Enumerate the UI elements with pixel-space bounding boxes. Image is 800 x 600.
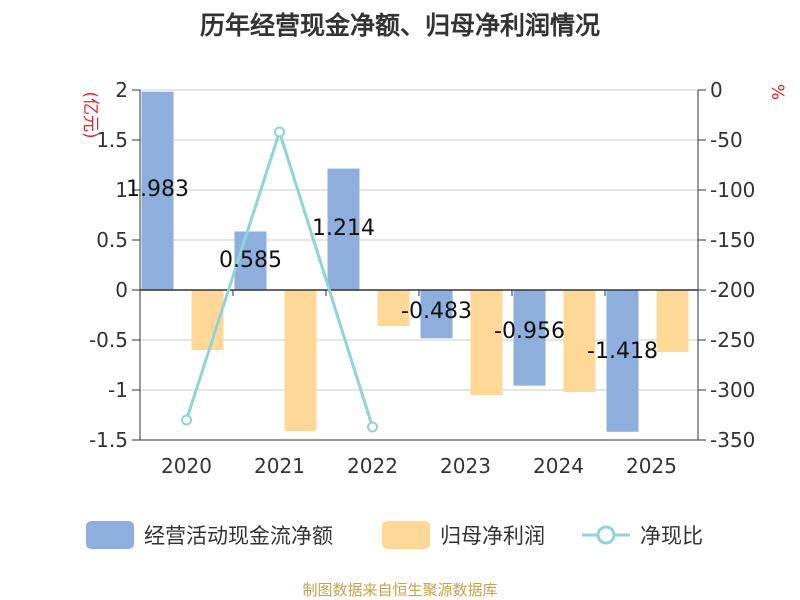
y-left-tick-label: -0.5 [89, 328, 128, 352]
legend-label-cash: 经营活动现金流净额 [144, 524, 333, 548]
ratio-line [181, 126, 378, 433]
y-right-tick-label: -300 [710, 378, 755, 402]
bar-cash [234, 231, 267, 290]
y-right-tick-label: -200 [710, 278, 755, 302]
legend-swatch-cash [86, 521, 134, 549]
legend-item-cash[interactable]: 经营活动现金流净额 [86, 517, 333, 553]
x-tick-label: 2024 [533, 454, 584, 478]
data-label-cash: 1.214 [312, 216, 375, 241]
y-right-tick-label: -100 [710, 178, 755, 202]
legend-label-ratio: 净现比 [640, 524, 703, 548]
y-left-axis-label: (亿元) [80, 91, 100, 138]
data-label-cash: -0.483 [401, 299, 472, 324]
x-tick-label: 2023 [440, 454, 491, 478]
bar-cash [141, 91, 174, 290]
source-footer: 制图数据来自恒生聚源数据库 [302, 581, 498, 599]
legend-item-ratio[interactable]: 净现比 [582, 517, 703, 553]
y-left-tick-label: 1.5 [96, 128, 128, 152]
bar-profit [563, 290, 596, 392]
y-right-tick-label: -150 [710, 228, 755, 252]
y-left-tick-label: 2 [115, 78, 128, 102]
y-left-tick-label: -1 [108, 378, 128, 402]
ratio-point [181, 414, 192, 426]
legend-label-profit: 归母净利润 [440, 524, 545, 548]
data-label-cash: 1.983 [126, 177, 189, 202]
x-tick-label: 2022 [347, 454, 398, 478]
y-left-tick-label: -1.5 [89, 428, 128, 452]
y-left-tick-label: 0.5 [96, 228, 128, 252]
ratio-point [274, 126, 285, 138]
bar-cash [606, 290, 639, 432]
y-right-tick-label: -50 [710, 128, 743, 152]
y-left-tick-label: 1 [115, 178, 128, 202]
legend-item-profit[interactable]: 归母净利润 [382, 517, 545, 553]
x-tick-label: 2025 [626, 454, 677, 478]
chart-title: 历年经营现金净额、归母净利润情况 [199, 11, 600, 40]
bar-profit [377, 290, 410, 326]
data-label-cash: -0.956 [494, 319, 565, 344]
y-right-axis-label: % [767, 84, 787, 100]
y-right-tick-label: -350 [710, 428, 755, 452]
bar-cash [420, 290, 453, 339]
y-right-tick-label: -250 [710, 328, 755, 352]
y-left-tick-label: 0 [115, 278, 128, 302]
x-tick-label: 2021 [254, 454, 305, 478]
data-labels: 1.983 0.585 1.214 -0.483 -0.956 -1.418 [126, 177, 658, 364]
legend-swatch-ratio [582, 525, 630, 545]
bar-cash [513, 290, 546, 386]
bar-profit [470, 290, 503, 395]
bars [141, 91, 689, 432]
data-label-cash: 0.585 [219, 248, 282, 273]
bar-profit [284, 290, 317, 431]
ratio-point [367, 421, 378, 433]
y-right-tick-label: 0 [710, 78, 723, 102]
legend: 经营活动现金流净额 归母净利润 净现比 [0, 517, 800, 553]
data-label-cash: -1.418 [587, 339, 658, 364]
bar-cash [327, 168, 360, 290]
legend-swatch-profit [382, 521, 430, 549]
bar-profit [656, 290, 689, 352]
x-tick-label: 2020 [161, 454, 212, 478]
axes: 2 1.5 1 0.5 0 -0.5 -1 -1.5 0 -50 -100 -150 -200 -250 -… [80, 78, 787, 478]
